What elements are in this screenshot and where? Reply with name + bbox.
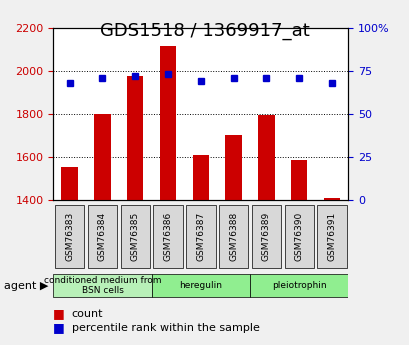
FancyBboxPatch shape	[251, 205, 281, 268]
Bar	[290, 160, 307, 200]
Bar	[258, 115, 274, 200]
FancyBboxPatch shape	[284, 205, 313, 268]
Text: conditioned medium from
BSN cells: conditioned medium from BSN cells	[44, 276, 161, 295]
FancyBboxPatch shape	[153, 205, 182, 268]
Text: ■: ■	[53, 321, 65, 334]
Text: percentile rank within the sample: percentile rank within the sample	[72, 323, 259, 333]
Text: heregulin: heregulin	[179, 281, 222, 290]
Text: ■: ■	[53, 307, 65, 321]
Text: GSM76391: GSM76391	[327, 212, 336, 261]
Bar	[323, 198, 339, 200]
Text: GSM76386: GSM76386	[163, 212, 172, 261]
Bar	[61, 167, 78, 200]
Text: GSM76388: GSM76388	[229, 212, 238, 261]
FancyBboxPatch shape	[249, 274, 348, 297]
FancyBboxPatch shape	[151, 274, 249, 297]
Text: GDS1518 / 1369917_at: GDS1518 / 1369917_at	[100, 22, 309, 40]
Bar	[127, 76, 143, 200]
Text: GSM76384: GSM76384	[98, 212, 107, 261]
Text: GSM76385: GSM76385	[130, 212, 139, 261]
Text: count: count	[72, 309, 103, 319]
Text: pleiotrophin: pleiotrophin	[271, 281, 326, 290]
Bar	[192, 155, 209, 200]
Bar	[225, 136, 241, 200]
Text: GSM76389: GSM76389	[261, 212, 270, 261]
FancyBboxPatch shape	[120, 205, 150, 268]
Text: agent ▶: agent ▶	[4, 281, 48, 290]
FancyBboxPatch shape	[186, 205, 215, 268]
FancyBboxPatch shape	[317, 205, 346, 268]
Text: GSM76390: GSM76390	[294, 212, 303, 261]
Bar	[94, 114, 110, 200]
FancyBboxPatch shape	[53, 274, 151, 297]
Text: GSM76387: GSM76387	[196, 212, 205, 261]
Bar	[160, 46, 176, 200]
FancyBboxPatch shape	[55, 205, 84, 268]
FancyBboxPatch shape	[218, 205, 248, 268]
FancyBboxPatch shape	[88, 205, 117, 268]
Text: GSM76383: GSM76383	[65, 212, 74, 261]
